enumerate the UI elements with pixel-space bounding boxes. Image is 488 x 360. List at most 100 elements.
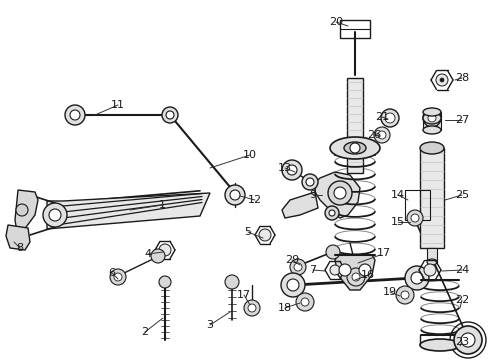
Circle shape: [70, 110, 80, 120]
Ellipse shape: [422, 112, 440, 124]
Text: 11: 11: [111, 100, 125, 110]
Circle shape: [259, 229, 270, 241]
Text: 23: 23: [454, 337, 468, 347]
Text: 10: 10: [243, 150, 257, 160]
Circle shape: [305, 178, 313, 186]
Circle shape: [49, 209, 61, 221]
Circle shape: [453, 326, 481, 354]
Polygon shape: [314, 172, 359, 218]
Circle shape: [65, 105, 85, 125]
Circle shape: [325, 245, 339, 259]
Text: 2: 2: [141, 327, 148, 337]
Text: 14: 14: [390, 190, 404, 200]
Circle shape: [346, 268, 364, 286]
Ellipse shape: [419, 339, 459, 351]
Circle shape: [377, 131, 385, 139]
Text: 27: 27: [454, 115, 468, 125]
Polygon shape: [282, 192, 317, 218]
Circle shape: [384, 113, 394, 123]
Text: 6: 6: [108, 268, 115, 278]
Bar: [339, 20, 369, 38]
Text: 17: 17: [376, 248, 390, 258]
Polygon shape: [6, 225, 30, 250]
Circle shape: [224, 275, 239, 289]
Text: 15: 15: [390, 217, 404, 227]
Text: 20: 20: [328, 17, 343, 27]
Text: 4: 4: [144, 249, 151, 259]
Text: 22: 22: [454, 295, 468, 305]
Ellipse shape: [329, 137, 379, 159]
Circle shape: [281, 273, 305, 297]
Text: 5: 5: [244, 227, 251, 237]
Circle shape: [423, 264, 435, 276]
Circle shape: [224, 185, 244, 205]
Circle shape: [289, 259, 305, 275]
Circle shape: [247, 304, 256, 312]
Circle shape: [404, 266, 428, 290]
Circle shape: [162, 107, 178, 123]
Circle shape: [422, 109, 440, 127]
Circle shape: [302, 174, 317, 190]
Ellipse shape: [422, 108, 440, 116]
Circle shape: [16, 204, 28, 216]
Circle shape: [410, 272, 422, 284]
Circle shape: [286, 165, 296, 175]
Circle shape: [43, 203, 67, 227]
Text: 18: 18: [277, 303, 291, 313]
Circle shape: [301, 298, 308, 306]
Polygon shape: [334, 255, 374, 290]
Polygon shape: [15, 190, 38, 238]
Circle shape: [427, 114, 435, 122]
Circle shape: [333, 187, 346, 199]
Circle shape: [295, 293, 313, 311]
Ellipse shape: [343, 142, 365, 154]
Circle shape: [293, 263, 302, 271]
Circle shape: [286, 279, 298, 291]
Bar: [419, 148, 443, 248]
Circle shape: [358, 264, 370, 276]
Circle shape: [400, 291, 408, 299]
Bar: [404, 190, 429, 220]
Circle shape: [229, 190, 240, 200]
Text: 29: 29: [285, 255, 299, 265]
Text: 3: 3: [206, 320, 213, 330]
Circle shape: [282, 160, 302, 180]
Ellipse shape: [426, 259, 436, 265]
Circle shape: [395, 286, 413, 304]
Text: 7: 7: [309, 265, 316, 275]
Text: 16: 16: [360, 270, 374, 280]
Circle shape: [151, 249, 164, 263]
Circle shape: [338, 264, 350, 276]
Circle shape: [159, 244, 171, 256]
Circle shape: [114, 273, 122, 281]
Circle shape: [325, 206, 338, 220]
Text: 26: 26: [366, 130, 380, 140]
Text: 9: 9: [309, 190, 316, 200]
Ellipse shape: [422, 126, 440, 134]
Text: 8: 8: [17, 243, 23, 253]
Circle shape: [380, 109, 398, 127]
Polygon shape: [47, 193, 209, 229]
Text: 17: 17: [237, 290, 250, 300]
Text: 13: 13: [278, 163, 291, 173]
Circle shape: [328, 210, 334, 216]
Circle shape: [460, 333, 474, 347]
Circle shape: [439, 78, 443, 82]
Circle shape: [110, 269, 126, 285]
Circle shape: [349, 143, 359, 153]
Text: 25: 25: [454, 190, 468, 200]
Ellipse shape: [419, 142, 443, 154]
Bar: [422, 112, 440, 130]
Text: 21: 21: [374, 112, 388, 122]
Circle shape: [159, 276, 171, 288]
Text: 12: 12: [247, 195, 262, 205]
Text: 1: 1: [158, 200, 165, 210]
Circle shape: [373, 127, 389, 143]
Circle shape: [406, 210, 422, 226]
Circle shape: [435, 74, 447, 86]
Circle shape: [351, 273, 359, 281]
Bar: [346, 78, 362, 173]
Text: 24: 24: [454, 265, 468, 275]
Bar: [426, 248, 436, 263]
Circle shape: [329, 265, 339, 275]
